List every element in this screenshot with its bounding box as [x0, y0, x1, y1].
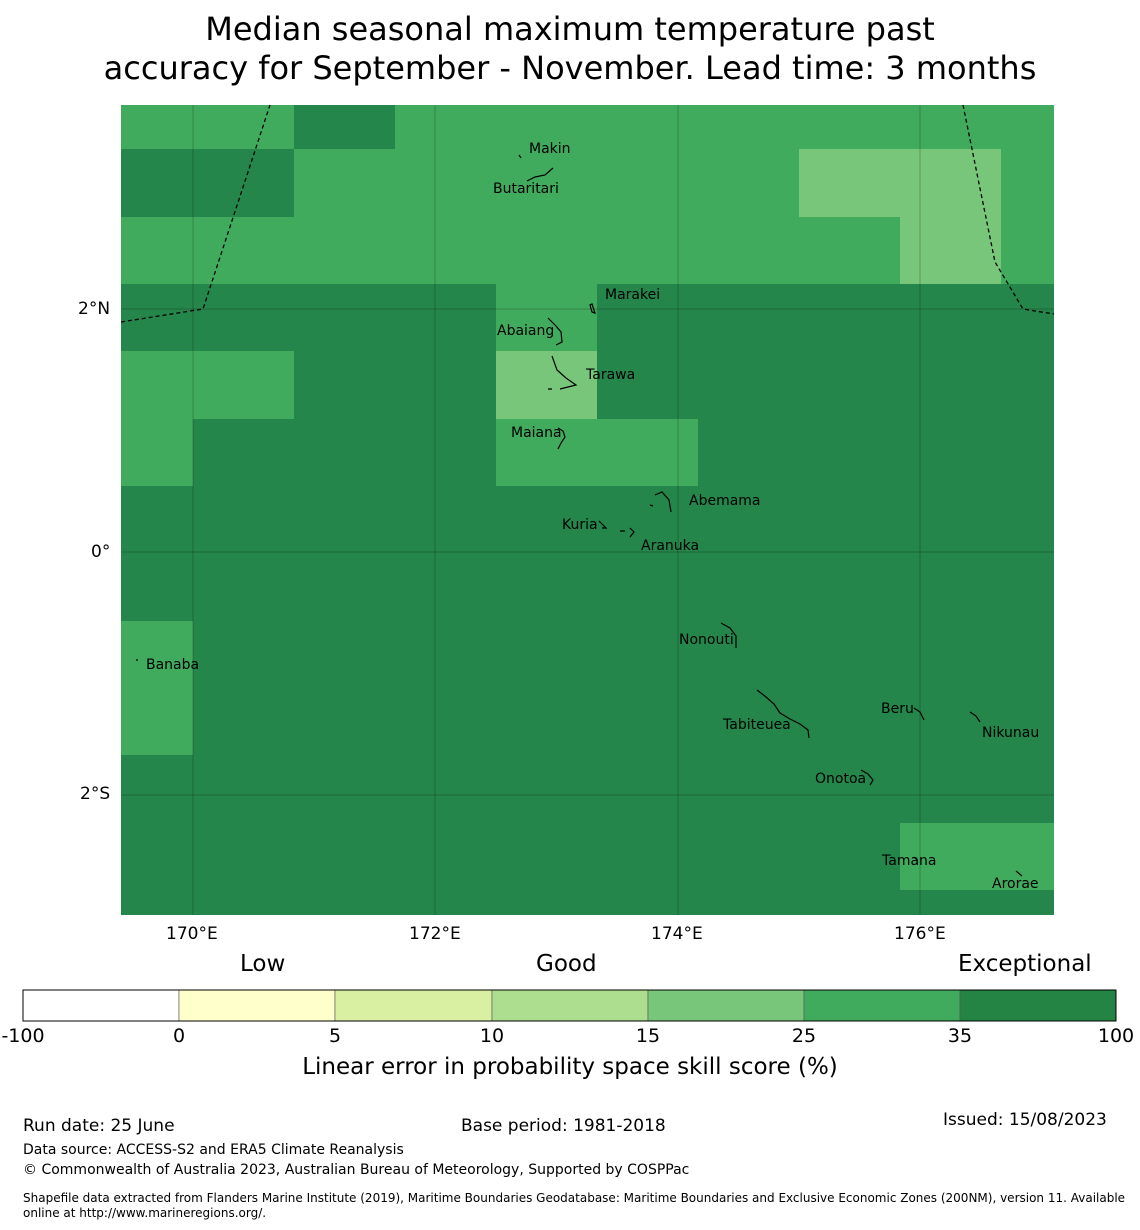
base-period: Base period: 1981-2018 — [461, 1116, 666, 1136]
colorbar-segment — [959, 989, 1117, 1022]
copyright: © Commonwealth of Australia 2023, Austra… — [23, 1162, 690, 1178]
grid-cell — [294, 149, 799, 217]
colorbar-tick-15: 15 — [635, 1025, 661, 1047]
colorbar-tick-neg100: -100 — [1, 1025, 45, 1047]
island-label-onotoa: Onotoa — [815, 771, 867, 787]
coast-tamana — [913, 856, 918, 861]
graticule — [121, 105, 1054, 915]
colorbar-tick-10: 10 — [479, 1025, 505, 1047]
coast-tabiteuea — [756, 689, 810, 739]
category-low: Low — [240, 951, 286, 977]
colorbar-label: Linear error in probability space skill … — [302, 1054, 838, 1080]
grid-cell — [395, 105, 1054, 149]
coast-nonouti — [720, 622, 737, 648]
grid-cell — [900, 823, 1054, 890]
run-date: Run date: 25 June — [23, 1116, 175, 1136]
grid-cell — [121, 351, 294, 419]
island-label-marakei: Marakei — [605, 287, 661, 303]
coast-maiana — [557, 427, 566, 450]
island-label-abaiang: Abaiang — [497, 323, 555, 339]
island-label-nikunau: Nikunau — [982, 725, 1040, 741]
colorbar-segment — [491, 989, 649, 1022]
island-label-beru: Beru — [881, 701, 914, 717]
island-label-banaba: Banaba — [146, 657, 200, 673]
grid-cell — [1001, 217, 1054, 284]
coast-nikunau — [969, 711, 981, 723]
category-exceptional: Exceptional — [958, 951, 1092, 977]
colorbar-tick-25: 25 — [791, 1025, 817, 1047]
grid-cell — [799, 149, 1001, 217]
grid-cell — [121, 105, 294, 149]
island-label-arorae: Arorae — [992, 876, 1039, 892]
eez-boundary-lines — [120, 104, 1055, 323]
colorbar-segment — [334, 989, 493, 1022]
lon-tick-172e: 172°E — [409, 924, 461, 944]
island-label-butaritari: Butaritari — [493, 181, 559, 197]
data-source: Data source: ACCESS-S2 and ERA5 Climate … — [23, 1142, 404, 1158]
colorbar-segment — [178, 989, 336, 1022]
island-label-kuria: Kuria — [562, 517, 598, 533]
eez-boundary-west — [120, 104, 271, 323]
colorbar-tick-0: 0 — [172, 1025, 186, 1047]
coast-beru — [913, 707, 925, 721]
grid-cell — [900, 217, 1001, 284]
island-label-tamana: Tamana — [882, 853, 937, 869]
coast-abemama — [649, 491, 672, 513]
colorbar-segment — [803, 989, 961, 1022]
island-coastlines — [136, 154, 1023, 877]
map-title: Median seasonal maximum temperature past… — [0, 10, 1140, 88]
colorbar-tick-35: 35 — [947, 1025, 973, 1047]
coast-abaiang — [547, 317, 563, 346]
eez-boundary-east — [962, 104, 1055, 315]
shapefile-credit: Shapefile data extracted from Flanders M… — [23, 1191, 1126, 1220]
island-label-makin: Makin — [529, 141, 571, 157]
island-label-maiana: Maiana — [511, 425, 562, 441]
coast-aranuka — [620, 527, 635, 538]
coast-makin — [518, 154, 522, 159]
grid-cell — [496, 351, 597, 419]
coast-kuria — [598, 520, 608, 529]
colorbar-tick-5: 5 — [328, 1025, 342, 1047]
grid-cell — [121, 621, 193, 755]
coast-onotoa — [860, 769, 874, 786]
colorbar-border — [22, 989, 1117, 1022]
grid-cell — [1001, 149, 1054, 217]
lat-tick-0: 0° — [91, 542, 111, 562]
coast-marakei — [589, 303, 596, 314]
lon-tick-176e: 176°E — [894, 924, 946, 944]
grid-cell — [596, 419, 698, 486]
island-label-abemama: Abemama — [689, 493, 761, 509]
coast-tarawa — [548, 355, 578, 390]
grid-cell — [121, 419, 193, 486]
lat-tick-2s: 2°S — [80, 784, 111, 804]
island-label-tarawa: Tarawa — [586, 367, 636, 383]
island-label-tabiteuea: Tabiteuea — [723, 717, 791, 733]
title-line-2: accuracy for September - November. Lead … — [103, 49, 1037, 87]
lon-tick-170e: 170°E — [166, 924, 218, 944]
skill-grid — [121, 105, 1054, 915]
grid-cell — [496, 284, 597, 351]
island-label-aranuka: Aranuka — [641, 538, 700, 554]
issued-date: Issued: 15/08/2023 — [943, 1110, 1107, 1130]
colorbar-tick-100: 100 — [1097, 1025, 1135, 1047]
grid-cell — [121, 217, 900, 284]
title-line-1: Median seasonal maximum temperature past — [205, 10, 935, 48]
category-good: Good — [536, 951, 597, 977]
lon-tick-174e: 174°E — [651, 924, 703, 944]
grid-cell — [496, 419, 596, 486]
lat-tick-2n: 2°N — [78, 299, 111, 319]
coast-arorae — [1015, 870, 1023, 877]
coast-butaritari — [526, 167, 554, 182]
island-label-nonouti: Nonouti — [679, 632, 734, 648]
colorbar-segment — [647, 989, 805, 1022]
colorbar-segment — [22, 989, 180, 1022]
colorbar — [22, 989, 1117, 1022]
